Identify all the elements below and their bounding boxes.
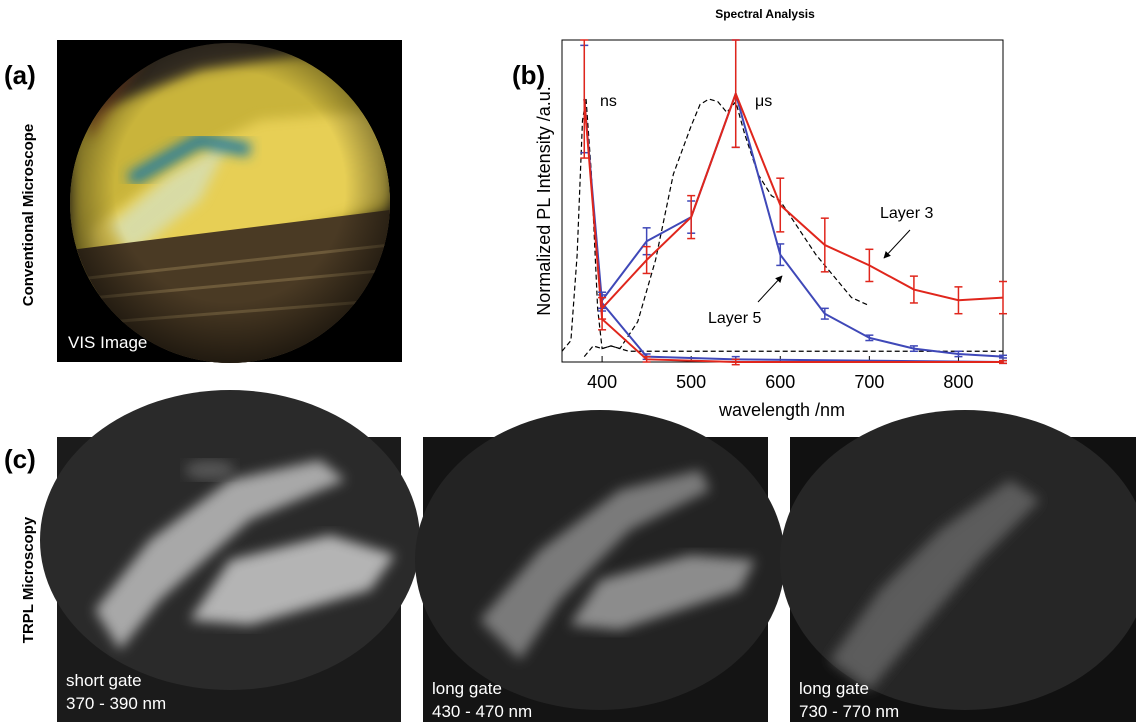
error-bar	[687, 196, 695, 239]
annotation: ns	[600, 93, 617, 110]
annotation: μs	[755, 93, 772, 110]
panel-label: (a)	[4, 60, 36, 90]
image-caption: long gate	[432, 679, 502, 698]
image-caption: VIS Image	[68, 333, 147, 352]
arrow	[758, 276, 782, 302]
error-bar	[643, 247, 651, 274]
panel-label: (c)	[4, 444, 36, 474]
plot: 400 500 600 700 800	[562, 40, 1007, 392]
series-line	[562, 99, 1003, 351]
series-line	[602, 94, 1003, 309]
image-caption: short gate	[66, 671, 142, 690]
trpl-image: long gate 730 - 770 nm	[780, 410, 1136, 722]
chart-title: Spectral Analysis	[715, 7, 815, 21]
plot-frame	[562, 40, 1003, 362]
x-tick-label: 400	[587, 372, 617, 392]
trpl-image: long gate 430 - 470 nm	[415, 410, 785, 722]
image-caption: 730 - 770 nm	[799, 702, 899, 721]
arrow	[884, 230, 910, 258]
vis-image: VIS Image	[57, 40, 402, 370]
image-caption: 370 - 390 nm	[66, 694, 166, 713]
x-tick-label: 500	[676, 372, 706, 392]
x-tick-label: 800	[943, 372, 973, 392]
panel-label: (b)	[512, 60, 545, 90]
page: (a) Conventional Microscope VIS Image (b…	[0, 0, 1136, 722]
annotation: Layer 5	[708, 310, 761, 327]
y-axis-label: Normalized PL Intensity /a.u.	[534, 86, 554, 315]
x-tick-label: 700	[854, 372, 884, 392]
x-axis-label: wavelength /nm	[718, 400, 845, 420]
error-bar	[732, 40, 740, 147]
side-label: TRPL Microscopy	[20, 516, 37, 643]
error-bar	[821, 218, 829, 272]
image-caption: 430 - 470 nm	[432, 702, 532, 721]
trpl-image: short gate 370 - 390 nm	[40, 390, 420, 722]
side-label: Conventional Microscope	[20, 124, 37, 307]
annotation: Layer 3	[880, 205, 933, 222]
figure: (a) Conventional Microscope VIS Image (b…	[0, 0, 1136, 722]
error-bar	[865, 249, 873, 281]
image-caption: long gate	[799, 679, 869, 698]
x-tick-label: 600	[765, 372, 795, 392]
